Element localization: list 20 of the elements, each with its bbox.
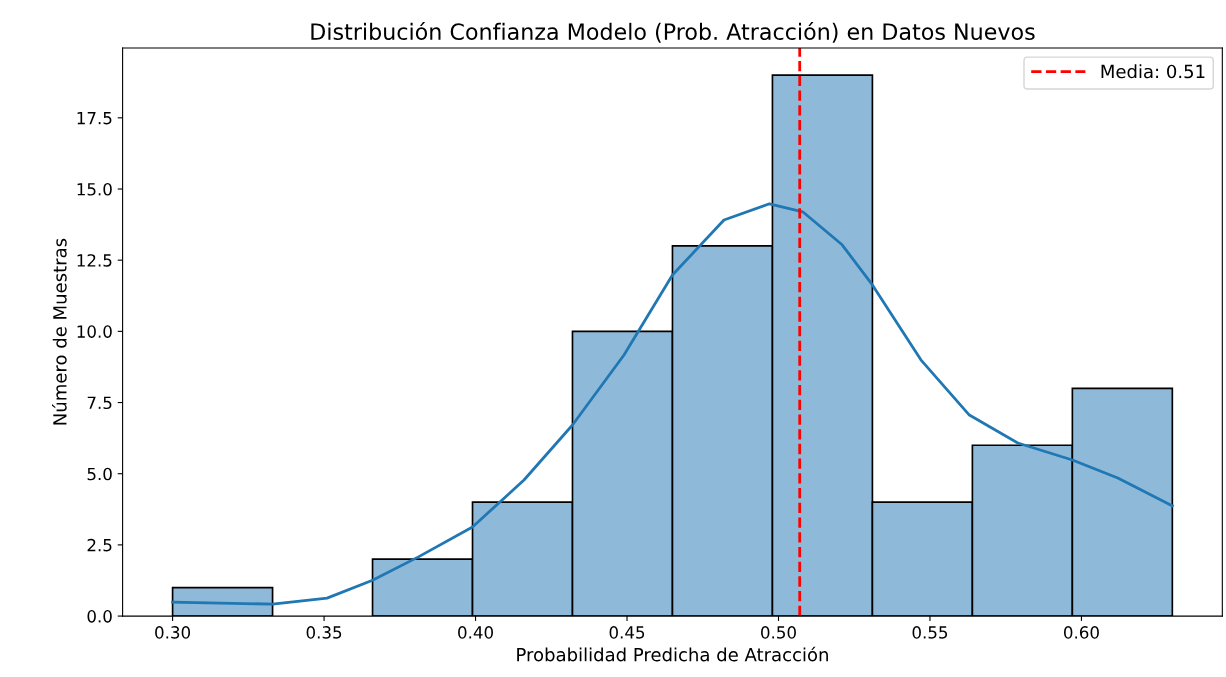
y-tick-label: 2.5 (87, 538, 112, 552)
y-tick-label: 10.0 (77, 325, 112, 338)
x-tick-label: 0.60 (1063, 626, 1099, 639)
x-tick-label: 0.50 (761, 626, 796, 639)
line-series (171, 202, 1174, 606)
x-tick-label: 0.30 (155, 626, 191, 639)
x-axis-title: Probabilidad Predicha de Atracción (517, 646, 828, 662)
y-tick-label: 17.5 (77, 112, 112, 125)
y-axis-title: Número de Muestras (52, 238, 67, 425)
y-tick-label: 0.0 (87, 610, 112, 623)
chart-title: Distribución Confianza Modelo (Prob. Atracción) en Datos Nuevos (311, 21, 1035, 43)
y-tick-label: 15.0 (77, 182, 112, 196)
x-tick-label: 0.45 (609, 626, 645, 639)
legend-label: Media: 0.51 (1101, 64, 1205, 79)
x-tick-label: 0.55 (912, 626, 948, 639)
y-tick-label: 7.5 (87, 396, 112, 410)
y-tick-label: 12.5 (77, 254, 112, 267)
x-tick-label: 0.40 (458, 626, 493, 639)
y-tick-label: 5.0 (87, 467, 112, 481)
x-tick-label: 0.35 (306, 626, 342, 639)
